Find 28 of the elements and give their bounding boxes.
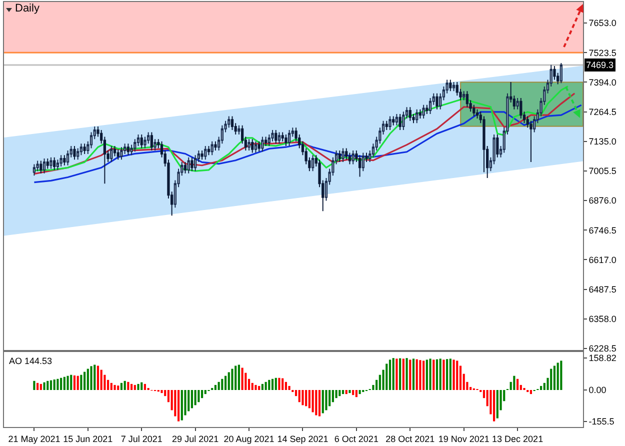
y-tick-label: 7135.0 xyxy=(588,136,616,147)
x-tick-label: 19 Nov 2021 xyxy=(438,434,490,444)
x-tick-label: 14 Sep 2021 xyxy=(277,434,328,444)
y-tick-label: -155.5 xyxy=(588,416,614,427)
y-tick-label: 7523.5 xyxy=(588,48,616,58)
y-tick-label: 158.82 xyxy=(588,353,616,364)
chart-title: Daily xyxy=(15,2,40,15)
x-tick-label: 29 Jul 2021 xyxy=(172,434,219,444)
y-tick-label: 6876.0 xyxy=(588,196,616,206)
y-tick-label: 6487.5 xyxy=(588,284,616,294)
y-tick-label: 7394.0 xyxy=(588,77,616,88)
x-tick-label: 15 Jun 2021 xyxy=(63,434,113,444)
y-tick-label: 7653.0 xyxy=(588,18,616,28)
y-tick-label: 6358.0 xyxy=(588,314,616,324)
x-tick-label: 7 Jul 2021 xyxy=(120,434,162,444)
y-tick-label: 7264.5 xyxy=(588,106,616,117)
y-tick-label: 7005.5 xyxy=(588,166,616,176)
x-tick-label: 21 May 2021 xyxy=(8,434,60,444)
x-tick-label: 6 Oct 2021 xyxy=(334,434,378,444)
y-tick-label: 0.00 xyxy=(588,385,606,396)
y-tick-label: 6617.0 xyxy=(588,254,616,265)
ref-line-label: 7469.3 xyxy=(586,60,614,70)
x-tick-label: 20 Aug 2021 xyxy=(224,434,274,444)
annotation: AO 144.53 xyxy=(9,356,52,366)
y-tick-label: 6228.5 xyxy=(588,344,616,354)
x-tick-label: 28 Oct 2021 xyxy=(386,434,435,444)
y-tick-label: 6746.5 xyxy=(588,225,616,236)
x-tick-label: 13 Dec 2021 xyxy=(492,434,544,444)
